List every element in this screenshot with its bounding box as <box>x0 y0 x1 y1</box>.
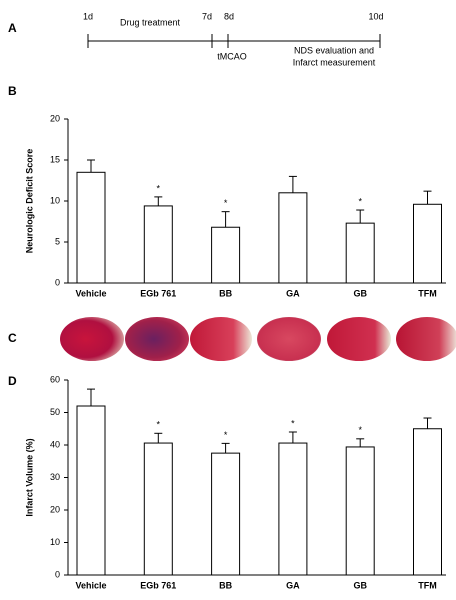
day-label: 7d <box>202 11 212 21</box>
y-tick-label: 30 <box>50 472 60 482</box>
y-tick-label: 10 <box>50 195 60 205</box>
timeline <box>87 34 381 48</box>
y-tick-label: 60 <box>50 374 60 384</box>
brain-image <box>396 317 456 361</box>
y-tick-label: 10 <box>50 537 60 547</box>
y-axis-label: Neurologic Deficit Score <box>24 149 34 254</box>
bar <box>211 452 241 576</box>
panel-label: D <box>8 374 17 388</box>
bar <box>76 171 106 284</box>
significance-mark: * <box>224 198 228 208</box>
brain-sections <box>60 317 456 361</box>
x-tick-label: GB <box>353 288 367 298</box>
bar <box>278 192 308 284</box>
brain-image <box>60 317 124 361</box>
bar <box>413 428 442 576</box>
x-tick-label: Vehicle <box>75 288 106 298</box>
x-tick-label: GB <box>353 580 367 590</box>
significance-mark: * <box>291 418 295 428</box>
brain-image <box>327 317 391 361</box>
x-tick-label: TFM <box>418 580 437 590</box>
significance-mark: * <box>358 196 362 206</box>
bar <box>413 203 442 284</box>
outcome-label: NDS evaluation and <box>294 45 374 55</box>
y-tick-label: 20 <box>50 504 60 514</box>
y-tick-label: 20 <box>50 113 60 123</box>
significance-mark: * <box>358 425 362 435</box>
y-tick-label: 15 <box>50 154 60 164</box>
panel-label: B <box>8 84 17 98</box>
bar <box>345 222 375 284</box>
outcome-label: Infarct measurement <box>293 57 376 67</box>
significance-mark: * <box>157 183 161 193</box>
x-tick-label: BB <box>219 288 232 298</box>
significance-mark: * <box>157 420 161 430</box>
x-tick-label: GA <box>286 288 300 298</box>
brain-image <box>190 317 252 361</box>
bar <box>278 442 308 576</box>
y-tick-label: 0 <box>55 569 60 579</box>
bar <box>76 405 106 576</box>
x-tick-label: GA <box>286 580 300 590</box>
day-label: 8d <box>224 11 234 21</box>
bar <box>345 446 375 576</box>
y-tick-label: 0 <box>55 277 60 287</box>
bar <box>143 205 173 284</box>
y-axis-label: Infarct Volume (%) <box>24 438 34 516</box>
brain-image <box>257 317 321 361</box>
brain-image <box>125 317 189 361</box>
x-tick-label: Vehicle <box>75 580 106 590</box>
event-label: tMCAO <box>217 51 247 61</box>
day-label: 10d <box>368 11 383 21</box>
x-tick-label: TFM <box>418 288 437 298</box>
bar <box>211 226 241 284</box>
phase-label: Drug treatment <box>120 17 181 27</box>
panel-label: C <box>8 331 17 345</box>
y-tick-label: 5 <box>55 236 60 246</box>
bar <box>143 442 173 576</box>
x-tick-label: EGb 761 <box>140 288 176 298</box>
x-tick-label: EGb 761 <box>140 580 176 590</box>
x-tick-label: BB <box>219 580 232 590</box>
y-tick-label: 40 <box>50 439 60 449</box>
significance-mark: * <box>224 430 228 440</box>
panel-label: A <box>8 21 17 35</box>
y-tick-label: 50 <box>50 407 60 417</box>
day-label: 1d <box>83 11 93 21</box>
